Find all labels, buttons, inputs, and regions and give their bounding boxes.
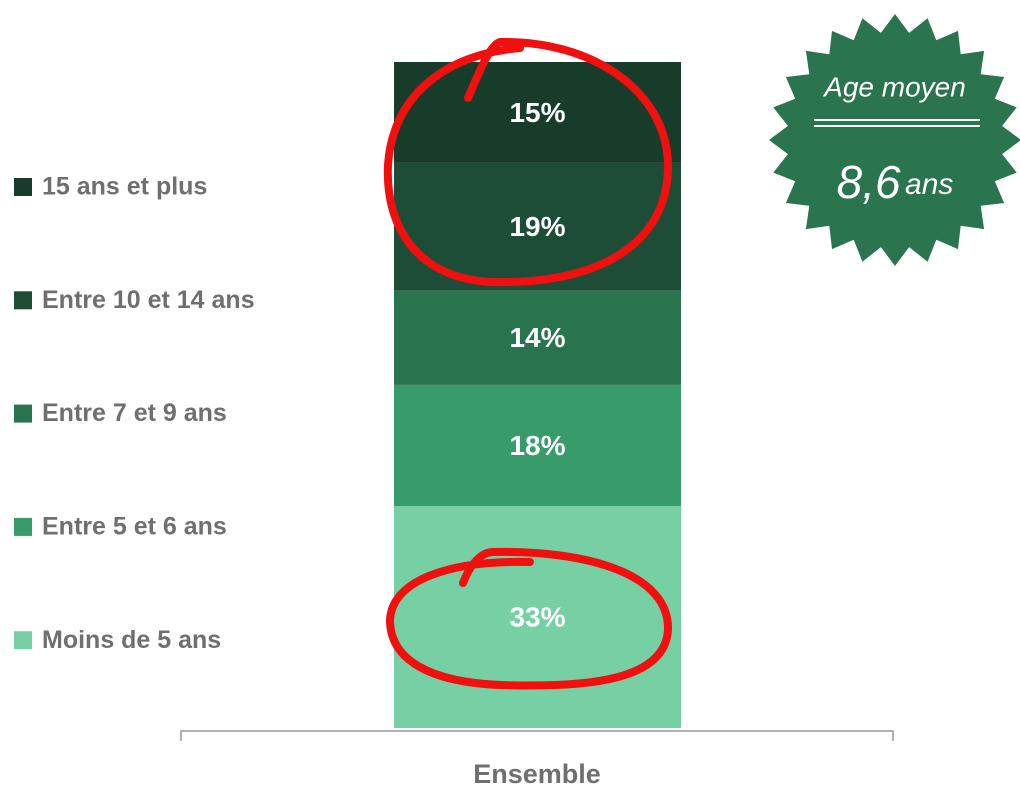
value-label: 15% xyxy=(509,97,565,128)
annotation-circle xyxy=(383,37,673,287)
legend-label: Moins de 5 ans xyxy=(42,626,221,654)
value-label: 14% xyxy=(509,322,565,353)
legend-label: 15 ans et plus xyxy=(42,173,207,201)
bar-segment xyxy=(394,506,681,728)
axis-line xyxy=(180,730,894,741)
category-label: Ensemble xyxy=(473,759,601,789)
value-label: 18% xyxy=(509,430,565,461)
badge-value: 8,6 ans xyxy=(837,156,954,208)
badge-unit: ans xyxy=(905,168,953,201)
legend-swatch xyxy=(14,291,32,310)
badge-shape xyxy=(769,14,1020,266)
legend-swatch xyxy=(14,517,32,536)
bar-segment xyxy=(394,384,681,506)
bar-segment xyxy=(394,62,681,163)
legend-swatch xyxy=(14,404,32,423)
legend-label: Entre 5 et 6 ans xyxy=(42,513,227,541)
annotation-circle xyxy=(385,547,673,690)
legend-label: Entre 10 et 14 ans xyxy=(42,286,255,314)
bar-segment xyxy=(394,290,681,385)
value-label: 19% xyxy=(509,211,565,242)
legend-label: Entre 7 et 9 ans xyxy=(42,399,227,427)
legend-swatch xyxy=(14,631,32,650)
badge: Age moyen 8,6 ans xyxy=(769,14,1020,266)
badge-number: 8,6 xyxy=(837,156,901,208)
value-label: 33% xyxy=(509,601,565,632)
legend-swatch xyxy=(14,178,32,196)
badge-title: Age moyen xyxy=(822,71,966,102)
